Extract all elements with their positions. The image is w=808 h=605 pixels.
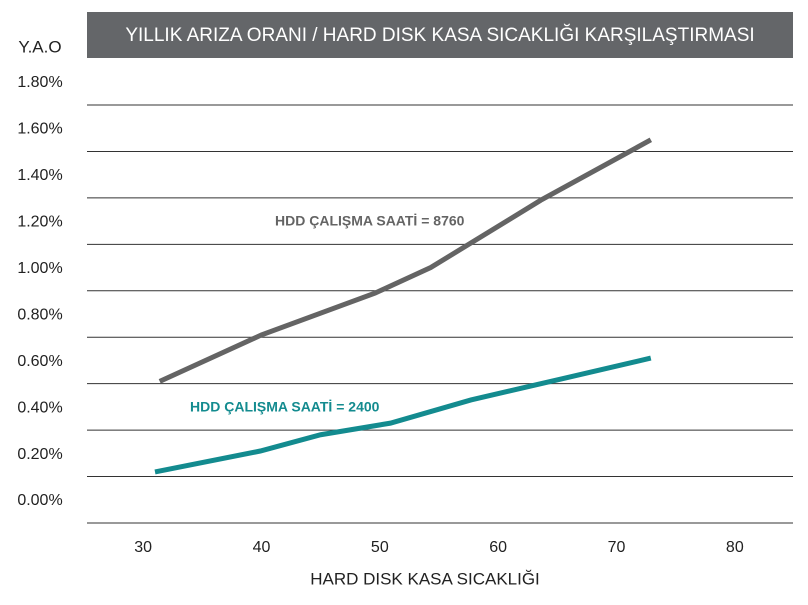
x-axis-label: HARD DISK KASA SICAKLIĞI [310, 569, 540, 588]
series-label: HDD ÇALIŞMA SAATİ = 8760 [275, 213, 465, 229]
chart-title: YILLIK ARIZA ORANI / HARD DISK KASA SICA… [125, 24, 754, 46]
y-tick-label: 1.80% [17, 74, 62, 91]
y-axis-label: Y.A.O [18, 37, 61, 56]
series-label: HDD ÇALIŞMA SAATİ = 2400 [190, 399, 380, 415]
y-tick-label: 0.60% [17, 353, 62, 370]
x-tick-label: 40 [253, 539, 271, 556]
y-tick-label: 1.40% [17, 167, 62, 184]
x-tick-label: 30 [134, 539, 152, 556]
y-tick-label: 1.00% [17, 260, 62, 277]
data-line [154, 355, 652, 475]
y-tick-label: 0.00% [17, 492, 62, 509]
y-tick-label: 0.20% [17, 446, 62, 463]
y-tick-label: 0.80% [17, 306, 62, 323]
y-tick-label: 0.40% [17, 399, 62, 416]
x-tick-label: 80 [726, 539, 744, 556]
x-tick-label: 60 [489, 539, 507, 556]
data-line [158, 137, 653, 384]
x-tick-label: 70 [608, 539, 626, 556]
title-bar [87, 12, 793, 58]
y-tick-label: 1.20% [17, 214, 62, 231]
y-tick-label: 1.60% [17, 121, 62, 138]
x-tick-label: 50 [371, 539, 389, 556]
